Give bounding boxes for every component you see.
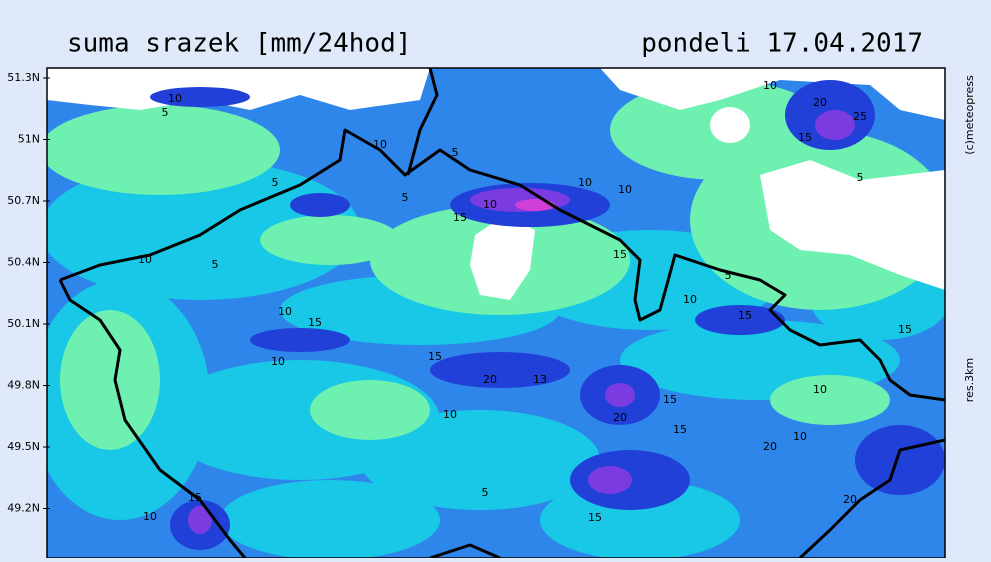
latitude-label: 49.5N bbox=[7, 440, 40, 453]
contour-label: 20 bbox=[843, 493, 857, 506]
contour-label: 15 bbox=[738, 309, 752, 322]
contour-label: 10 bbox=[143, 510, 157, 523]
contour-label: 25 bbox=[853, 110, 867, 123]
contour-label: 20 bbox=[613, 411, 627, 424]
contour-label: 10 bbox=[763, 79, 777, 92]
date: pondeli 17.04.2017 bbox=[641, 29, 923, 59]
contour-label: 15 bbox=[428, 350, 442, 363]
credit: (c)meteopress bbox=[963, 75, 976, 155]
contour-label: 15 bbox=[188, 491, 202, 504]
latitude-label: 50.4N bbox=[7, 256, 40, 269]
contour-label: 10 bbox=[578, 176, 592, 189]
contour-label: 10 bbox=[271, 355, 285, 368]
title: suma srazek [mm/24hod] bbox=[67, 29, 411, 59]
contour-label: 15 bbox=[588, 511, 602, 524]
contour-label: 13 bbox=[533, 373, 547, 386]
contour-label: 20 bbox=[483, 373, 497, 386]
contour-label: 10 bbox=[813, 383, 827, 396]
contour-label: 20 bbox=[813, 96, 827, 109]
latitude-label: 51.3N bbox=[7, 71, 40, 84]
latitude-label: 51N bbox=[18, 133, 40, 146]
contour-label: 15 bbox=[613, 248, 627, 261]
contour-label: 15 bbox=[453, 211, 467, 224]
resolution: res.3km bbox=[963, 358, 976, 402]
latitude-label: 49.8N bbox=[7, 379, 40, 392]
contour-label: 5 bbox=[162, 106, 169, 119]
contour-label: 5 bbox=[857, 171, 864, 184]
contour-label: 10 bbox=[618, 183, 632, 196]
contour-label: 5 bbox=[402, 191, 409, 204]
contour-label: 10 bbox=[793, 430, 807, 443]
contour-label: 20 bbox=[763, 440, 777, 453]
latitude-label: 50.7N bbox=[7, 194, 40, 207]
contour-label: 10 bbox=[483, 198, 497, 211]
latitude-label: 49.2N bbox=[7, 502, 40, 515]
contour-label: 15 bbox=[798, 131, 812, 144]
contour-label: 10 bbox=[138, 253, 152, 266]
contour-label: 15 bbox=[898, 323, 912, 336]
contour-label: 5 bbox=[482, 486, 489, 499]
contour-label: 10 bbox=[168, 92, 182, 105]
contour-label: 5 bbox=[452, 146, 459, 159]
contour-label: 10 bbox=[373, 138, 387, 151]
contour-label: 5 bbox=[272, 176, 279, 189]
contour-label: 15 bbox=[308, 316, 322, 329]
contour-label: 5 bbox=[212, 258, 219, 271]
contour-label: 15 bbox=[673, 423, 687, 436]
contour-label: 15 bbox=[663, 393, 677, 406]
latitude-label: 50.1N bbox=[7, 317, 40, 330]
contour-label: 10 bbox=[278, 305, 292, 318]
contour-label: 5 bbox=[725, 269, 732, 282]
contour-label: 10 bbox=[683, 293, 697, 306]
contour-label: 10 bbox=[443, 408, 457, 421]
